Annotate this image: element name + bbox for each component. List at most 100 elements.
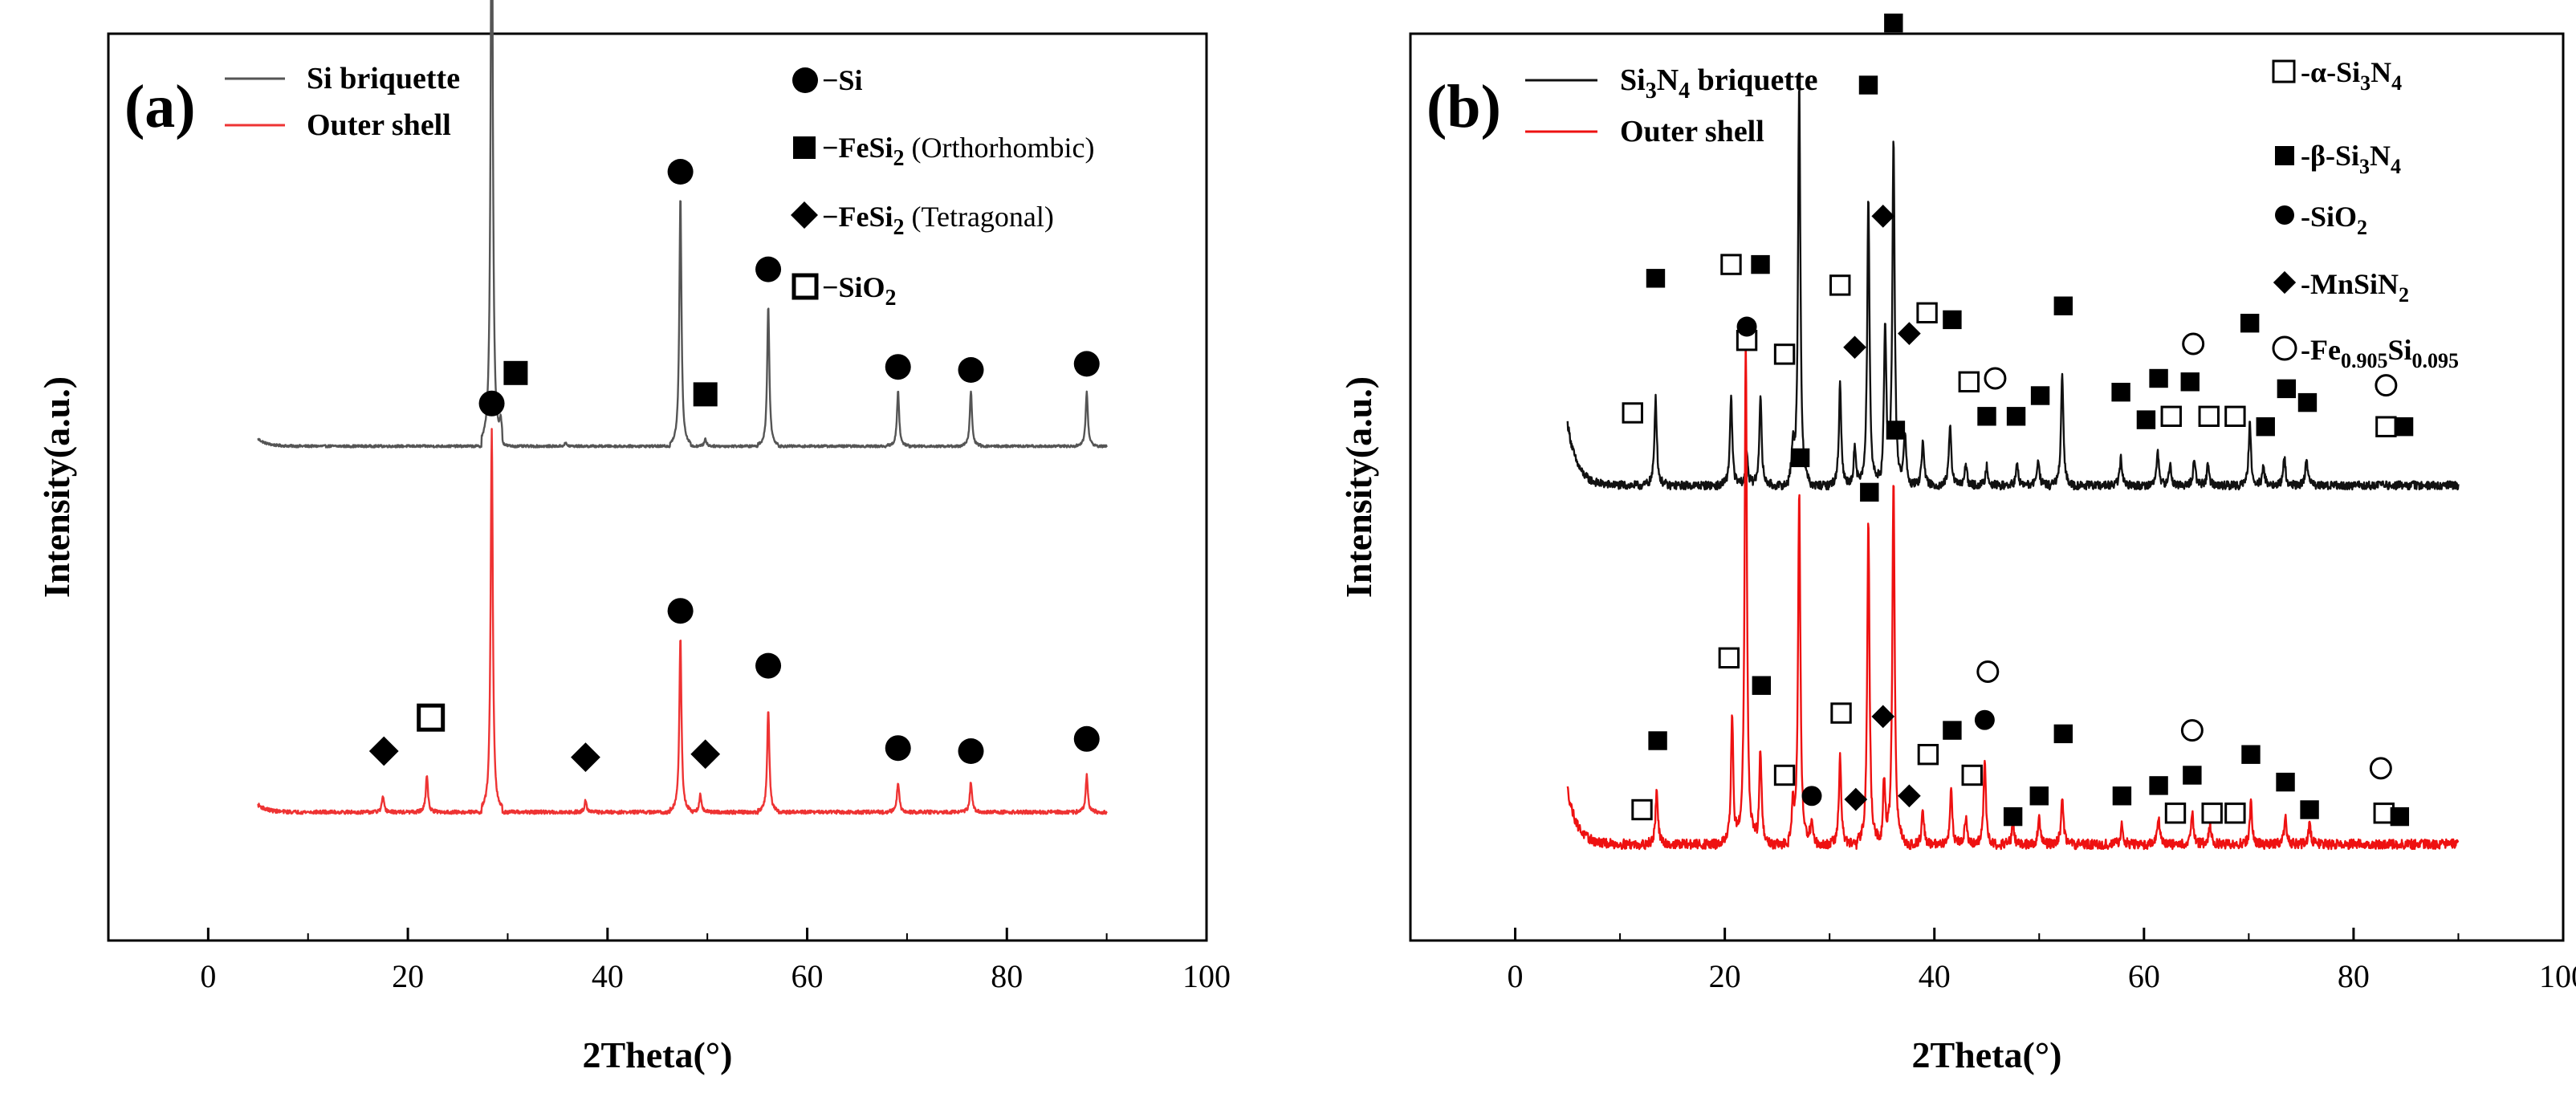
phase-marker-filled-diamond-icon [571,742,600,772]
phase-marker-filled-circle-icon [478,390,505,416]
x-tick-label-b-80: 80 [2338,958,2370,994]
series-line-a-0 [257,0,1108,449]
phase-marker-open-square-icon [417,703,446,732]
phase-marker-filled-diamond-icon [1898,322,1921,345]
phase-marker-open-square-icon [1917,744,1939,766]
phase-marker-filled-square-icon [1752,676,1772,695]
phase-marker-filled-square-icon [2300,800,2319,819]
key-mnsin2-label: -MnSiN2 [2301,268,2409,307]
phase-marker-filled-square-icon [2112,786,2132,806]
panel-b-phase-key: -α-Si3N4 -β-Si3N4 -SiO2 -MnSiN2 -Fe0.905… [2272,56,2459,372]
x-tick-label-a-80: 80 [991,958,1023,994]
panel-b-frame [1409,32,2565,942]
panel-a-x-axis-title: 2Theta(°) [582,1034,732,1075]
phase-marker-open-square-icon [1958,371,1980,393]
panel-b-x-ticks: 0 20 40 60 80 100 [1410,928,2576,994]
panel-a-x-ticks: 0 20 40 60 80 100 [108,928,1231,994]
phase-marker-filled-circle-icon [1736,316,1757,337]
phase-marker-filled-square-icon [2136,410,2156,429]
panel-b-markers [1622,13,2414,827]
key-fesi2-tetra-marker-icon [791,201,818,229]
panel-a: 0 20 40 60 80 100 (a) Si briquette Outer shel… [36,0,1231,1075]
phase-marker-filled-diamond-icon [1898,784,1921,808]
phase-marker-filled-circle-icon [1073,351,1100,377]
phase-marker-filled-square-icon [2183,766,2202,785]
phase-marker-open-square-icon [1916,302,1938,324]
phase-marker-open-square-icon [2224,802,2246,824]
phase-marker-filled-square-icon [2053,296,2073,315]
key-fesi-label: -Fe0.905Si0.095 [2301,334,2459,372]
phase-marker-open-square-icon [2224,405,2246,428]
phase-marker-open-circle-icon [1976,660,2000,683]
phase-marker-filled-square-icon [1860,482,1879,502]
legend-label-outer-shell: Outer shell [307,108,451,142]
phase-marker-filled-square-icon [1751,254,1770,274]
phase-marker-open-circle-icon [1984,367,2007,390]
key-fesi2-ortho-label: −FeSi2 (Orthorhombic) [822,132,1094,171]
phase-marker-filled-square-icon [2029,786,2049,806]
phase-marker-filled-square-icon [1977,407,1996,426]
key-sio2-label: −SiO2 [822,271,897,311]
x-tick-label-a-0: 0 [200,958,216,994]
phase-marker-open-square-icon [1631,798,1653,821]
key-si-marker-icon [792,67,818,93]
x-tick-label-a-20: 20 [392,958,424,994]
phase-marker-filled-square-icon [693,382,718,407]
phase-marker-filled-square-icon [2277,379,2297,399]
phase-marker-open-square-icon [1622,402,1643,424]
phase-marker-filled-circle-icon [1073,725,1100,752]
phase-marker-filled-square-icon [2276,772,2295,792]
phase-marker-filled-square-icon [2297,392,2318,412]
panel-a-markers [368,159,1100,772]
panel-a-series [257,0,1108,815]
phase-marker-filled-square-icon [2053,724,2073,744]
panel-b-x-axis-title: 2Theta(°) [1911,1034,2061,1075]
panel-b-legend: Si3N4 briquette Outer shell [1525,63,1818,148]
phase-marker-filled-square-icon [2030,386,2050,405]
x-tick-label-a-40: 40 [592,958,624,994]
phase-marker-open-square-icon [1773,343,1796,365]
phase-marker-filled-square-icon [1943,310,1962,330]
legend-label-si3n4-briquette: Si3N4 briquette [1620,63,1818,104]
phase-marker-open-circle-icon [2182,332,2205,356]
x-tick-label-b-40: 40 [1919,958,1951,994]
phase-marker-filled-circle-icon [885,735,911,762]
key-beta-si3n4-label: -β-Si3N4 [2301,140,2401,178]
phase-marker-open-square-icon [2198,405,2220,428]
phase-marker-open-circle-icon [2369,757,2392,780]
phase-marker-filled-circle-icon [755,256,782,282]
phase-marker-filled-circle-icon [958,357,984,383]
phase-marker-filled-diamond-icon [690,739,721,770]
phase-marker-filled-square-icon [2003,806,2023,827]
key-fesi2-tetra-label: −FeSi2 (Tetragonal) [822,201,1054,240]
phase-marker-filled-square-icon [2256,417,2275,437]
phase-marker-open-square-icon [1830,702,1852,724]
x-tick-label-b-20: 20 [1709,958,1741,994]
phase-marker-filled-circle-icon [667,598,694,624]
phase-marker-open-square-icon [1720,254,1742,275]
series-line-a-1 [257,428,1108,815]
phase-marker-open-circle-icon [2180,719,2204,742]
phase-marker-filled-circle-icon [958,738,984,764]
phase-marker-filled-square-icon [1646,269,1666,288]
key-sio2-marker-icon [792,273,819,300]
phase-marker-filled-square-icon [2149,776,2168,795]
x-tick-label-b-100: 100 [2539,958,2576,994]
key-alpha-si3n4-label: -α-Si3N4 [2301,56,2402,95]
key-fesi2-ortho-marker-icon [793,136,816,159]
key-sio2-b-label: -SiO2 [2301,201,2367,239]
phase-marker-filled-square-icon [503,360,528,385]
panel-a-legend: Si briquette Outer shell [225,62,460,142]
phase-marker-filled-square-icon [2111,383,2130,402]
phase-marker-filled-diamond-icon [1871,705,1895,729]
key-si-label: −Si [822,64,863,96]
phase-marker-filled-square-icon [2394,417,2414,437]
phase-marker-filled-square-icon [2240,314,2260,333]
panel-a-frame [107,32,1208,942]
phase-marker-filled-circle-icon [667,159,694,185]
key-mnsin2-marker-icon [2273,270,2297,295]
panel-a-label: (a) [124,73,196,140]
panel-b-label: (b) [1426,73,1501,140]
phase-marker-open-square-icon [2375,416,2397,437]
